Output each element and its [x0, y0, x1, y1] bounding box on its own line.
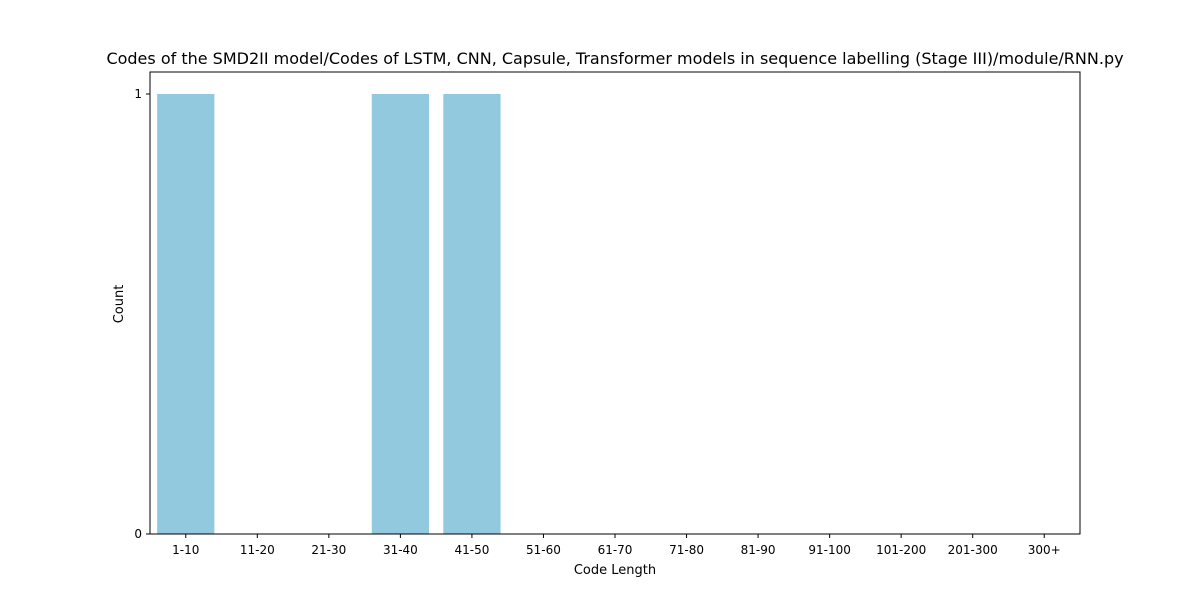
bars-group: [157, 94, 501, 534]
x-tick-label: 101-200: [876, 543, 926, 557]
bar-1-10: [157, 94, 215, 534]
x-tick-label: 91-100: [808, 543, 851, 557]
x-axis-ticks: 1-10 11-20 21-30 31-40 41-50 51-60 61-70 71-80 8…: [172, 534, 1061, 557]
x-tick-label: 51-60: [526, 543, 561, 557]
x-tick-label: 31-40: [383, 543, 418, 557]
y-axis-label: Count: [112, 285, 127, 324]
bar-31-40: [371, 94, 429, 534]
x-tick-label: 61-70: [598, 543, 633, 557]
x-tick-label: 21-30: [311, 543, 346, 557]
plot-frame: [149, 71, 1081, 535]
y-tick-label: 0: [134, 527, 142, 541]
x-tick-label: 1-10: [172, 543, 199, 557]
x-tick-label: 11-20: [240, 543, 275, 557]
x-axis-label: Code Length: [574, 563, 656, 578]
chart-title: Codes of the SMD2II model/Codes of LSTM,…: [106, 49, 1123, 68]
bar-41-50: [443, 94, 501, 534]
x-tick-label: 81-90: [741, 543, 776, 557]
y-tick-label: 1: [134, 87, 142, 101]
x-tick-label: 41-50: [454, 543, 489, 557]
y-axis-ticks: 01: [134, 87, 150, 541]
x-tick-label: 201-300: [948, 543, 998, 557]
x-tick-label: 71-80: [669, 543, 704, 557]
x-tick-label: 300+: [1028, 543, 1061, 557]
